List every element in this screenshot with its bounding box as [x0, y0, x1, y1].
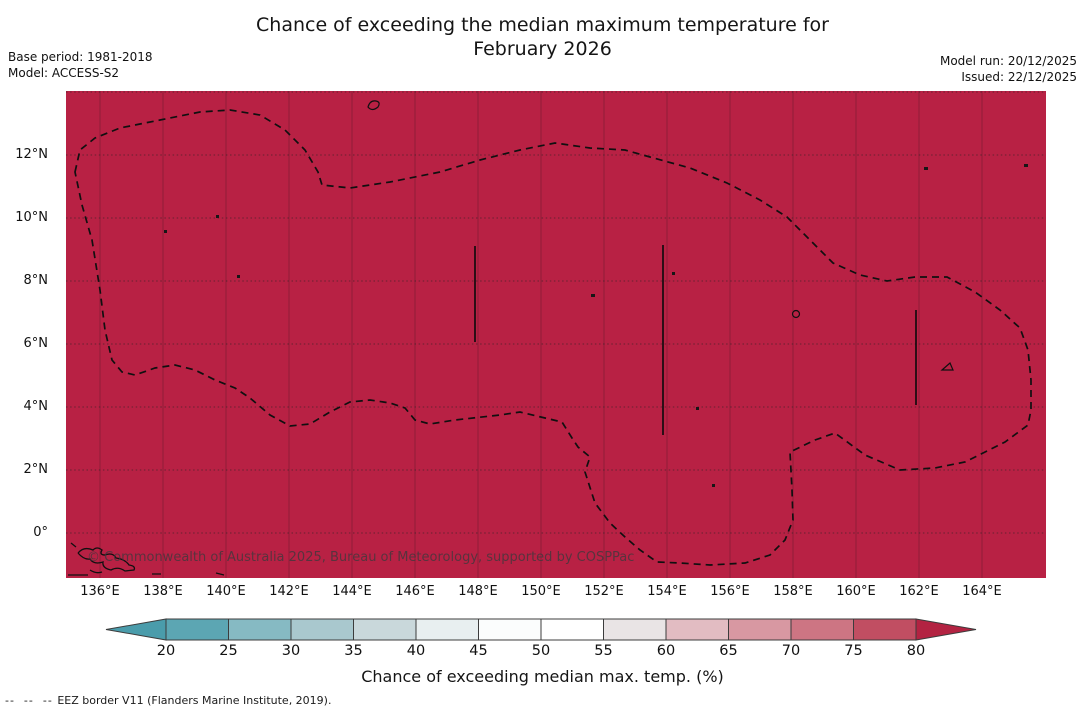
eez-footnote: -- -- -- EEZ border V11 (Flanders Marine… [5, 694, 331, 707]
x-tick-label: 138°E [143, 584, 183, 599]
watermark: © Commonwealth of Australia 2025, Bureau… [87, 550, 635, 565]
colorbar-tick-label: 80 [906, 643, 926, 659]
colorbar-label: Chance of exceeding median max. temp. (%… [361, 667, 724, 686]
colorbar-tick-label: 50 [531, 643, 551, 659]
colorbar-segment [665, 618, 729, 641]
y-tick-label: 10°N [15, 210, 48, 225]
y-axis: 12°N 10°N 8°N 6°N 4°N 2°N 0° [0, 0, 58, 713]
colorbar-segment [290, 618, 354, 641]
model-label: Model: ACCESS-S2 [8, 66, 120, 80]
colorbar-tick-label: 65 [719, 643, 738, 659]
colorbar-segment [853, 618, 917, 641]
meta-left: Base period: 1981-2018 Model: ACCESS-S2 [8, 49, 153, 81]
dash-line-key: -- -- -- [5, 694, 58, 707]
title-line2: February 2026 [473, 38, 612, 60]
y-tick-label: 0° [33, 525, 48, 540]
y-tick-label: 6°N [23, 336, 49, 351]
colorbar-canvas [105, 618, 977, 641]
x-axis: 136°E 138°E 140°E 142°E 144°E 146°E 148°E 150°E… [0, 584, 1085, 604]
y-tick-label: 4°N [23, 399, 49, 414]
colorbar-tick-label: 35 [344, 643, 363, 659]
colorbar [100, 616, 985, 644]
y-tick-label: 8°N [23, 273, 49, 288]
colorbar-over-arrow [915, 618, 977, 641]
meta-right: Model run: 20/12/2025 Issued: 22/12/2025 [940, 53, 1077, 85]
colorbar-ticks: 20 25 30 35 40 45 50 55 60 65 70 75 80 [0, 643, 1085, 663]
map-area: © Commonwealth of Australia 2025, Bureau… [66, 91, 1046, 578]
colorbar-tick-label: 70 [781, 643, 801, 659]
colorbar-segment [540, 618, 604, 641]
x-tick-label: 150°E [521, 584, 561, 599]
x-tick-label: 162°E [899, 584, 939, 599]
colorbar-tick-label: 20 [156, 643, 176, 659]
x-tick-label: 164°E [962, 584, 1002, 599]
colorbar-segment [478, 618, 542, 641]
colorbar-segment [415, 618, 479, 641]
map-canvas [66, 91, 1046, 578]
x-tick-label: 158°E [773, 584, 813, 599]
colorbar-segment [165, 618, 229, 641]
colorbar-segment [790, 618, 854, 641]
eez-footnote-text: EEZ border V11 (Flanders Marine Institut… [57, 694, 332, 707]
island-outlines [367, 100, 954, 371]
map-fill [66, 91, 1046, 578]
colorbar-segment [228, 618, 292, 641]
x-tick-label: 148°E [458, 584, 498, 599]
colorbar-tick-label: 55 [594, 643, 613, 659]
model-run-label: Model run: 20/12/2025 [939, 54, 1077, 68]
x-tick-label: 146°E [395, 584, 435, 599]
base-period-label: Base period: 1981-2018 [8, 50, 153, 64]
page-title: Chance of exceeding the median maximum t… [0, 13, 1085, 61]
longitude-gridlines [99, 91, 983, 578]
y-tick-label: 12°N [15, 147, 48, 162]
x-tick-label: 144°E [332, 584, 372, 599]
colorbar-segment [353, 618, 417, 641]
colorbar-tick-label: 40 [406, 643, 426, 659]
latitude-gridlines [66, 91, 1046, 534]
colorbar-tick-label: 45 [469, 643, 488, 659]
colorbar-segment [728, 618, 792, 641]
coastline-new-guinea [68, 542, 225, 576]
colorbar-tick-label: 75 [844, 643, 863, 659]
colorbar-tick-label: 25 [219, 643, 238, 659]
x-tick-label: 136°E [80, 584, 120, 599]
colorbar-segment [603, 618, 667, 641]
title-line1: Chance of exceeding the median maximum t… [256, 14, 829, 36]
y-tick-label: 2°N [23, 462, 49, 477]
x-tick-label: 154°E [647, 584, 687, 599]
boundary-meridian-segments [474, 245, 917, 435]
issued-label: Issued: 22/12/2025 [961, 70, 1077, 84]
x-tick-label: 140°E [206, 584, 246, 599]
eez-border-dashed [74, 109, 1032, 566]
colorbar-tick-label: 60 [656, 643, 676, 659]
x-tick-label: 160°E [836, 584, 876, 599]
colorbar-under-arrow [105, 618, 167, 641]
colorbar-tick-label: 30 [281, 643, 301, 659]
x-tick-label: 152°E [584, 584, 624, 599]
x-tick-label: 156°E [710, 584, 750, 599]
x-tick-label: 142°E [269, 584, 309, 599]
